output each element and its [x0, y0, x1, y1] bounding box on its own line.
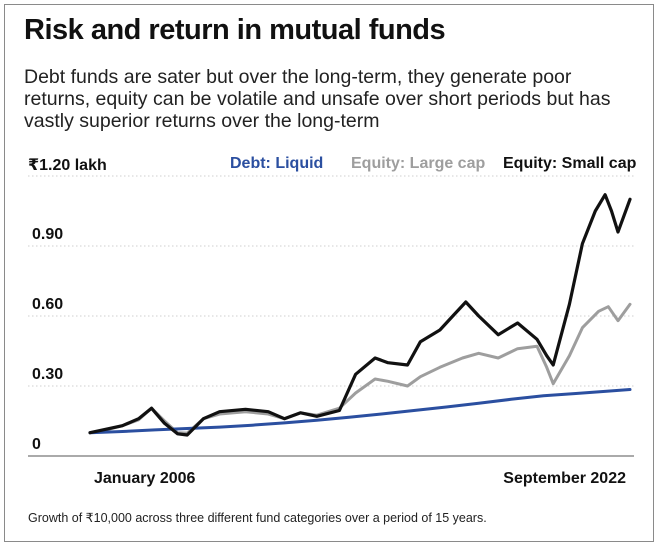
chart-title: Risk and return in mutual funds: [24, 14, 446, 46]
y-axis-top-label: ₹1.20 lakh: [28, 157, 107, 174]
x-tick-label-end: September 2022: [503, 470, 626, 487]
y-tick-label-1: 0.30: [32, 366, 63, 383]
chart-caption: Growth of ₹10,000 across three different…: [28, 511, 487, 525]
x-tick-labels: January 2006 September 2022: [94, 470, 626, 487]
y-tick-label-2: 0.60: [32, 296, 63, 313]
series-layer: [88, 193, 632, 437]
chart-subtitle: Debt funds are sater but over the long-t…: [24, 66, 611, 132]
legend-debt-liquid: Debt: Liquid: [230, 155, 324, 172]
series-line-debt-liquid: [88, 388, 632, 435]
legend-equity-small-cap: Equity: Small cap: [503, 155, 637, 172]
y-tick-label-3: 0.90: [32, 226, 63, 243]
series-line-equity-small-cap: [88, 193, 632, 437]
legend-equity-large-cap: Equity: Large cap: [351, 155, 486, 172]
chart-frame: [4, 4, 654, 542]
grid-layer: [28, 175, 634, 457]
x-tick-label-start: January 2006: [94, 470, 196, 487]
y-tick-labels: 0 0.30 0.60 0.90: [32, 226, 63, 453]
y-tick-label-0: 0: [32, 436, 41, 453]
